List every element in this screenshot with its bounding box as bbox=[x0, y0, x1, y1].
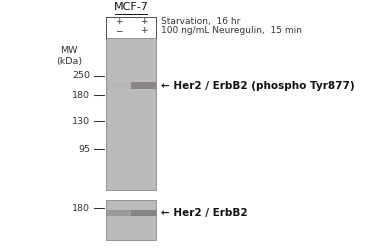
Text: ← Her2 / ErbB2 (phospho Tyr877): ← Her2 / ErbB2 (phospho Tyr877) bbox=[161, 81, 355, 91]
Text: +: + bbox=[115, 17, 122, 26]
Text: 130: 130 bbox=[72, 117, 90, 126]
Text: MCF-7: MCF-7 bbox=[114, 2, 148, 12]
Text: 250: 250 bbox=[72, 71, 90, 80]
Bar bbox=[131, 82, 156, 89]
Text: 100 ng/mL Neuregulin,  15 min: 100 ng/mL Neuregulin, 15 min bbox=[161, 26, 302, 35]
Text: MW
(kDa): MW (kDa) bbox=[56, 46, 82, 66]
Bar bbox=[106, 200, 156, 240]
Bar bbox=[131, 210, 156, 216]
Bar bbox=[106, 38, 156, 190]
Bar bbox=[106, 82, 131, 89]
Text: 95: 95 bbox=[78, 145, 90, 154]
Text: 180: 180 bbox=[72, 91, 90, 100]
Text: +: + bbox=[140, 17, 147, 26]
Text: ← Her2 / ErbB2: ← Her2 / ErbB2 bbox=[161, 208, 248, 218]
Text: Starvation,  16 hr: Starvation, 16 hr bbox=[161, 17, 241, 26]
Text: +: + bbox=[140, 26, 147, 35]
Text: 180: 180 bbox=[72, 204, 90, 213]
Bar bbox=[106, 210, 131, 216]
Text: −: − bbox=[115, 26, 122, 35]
